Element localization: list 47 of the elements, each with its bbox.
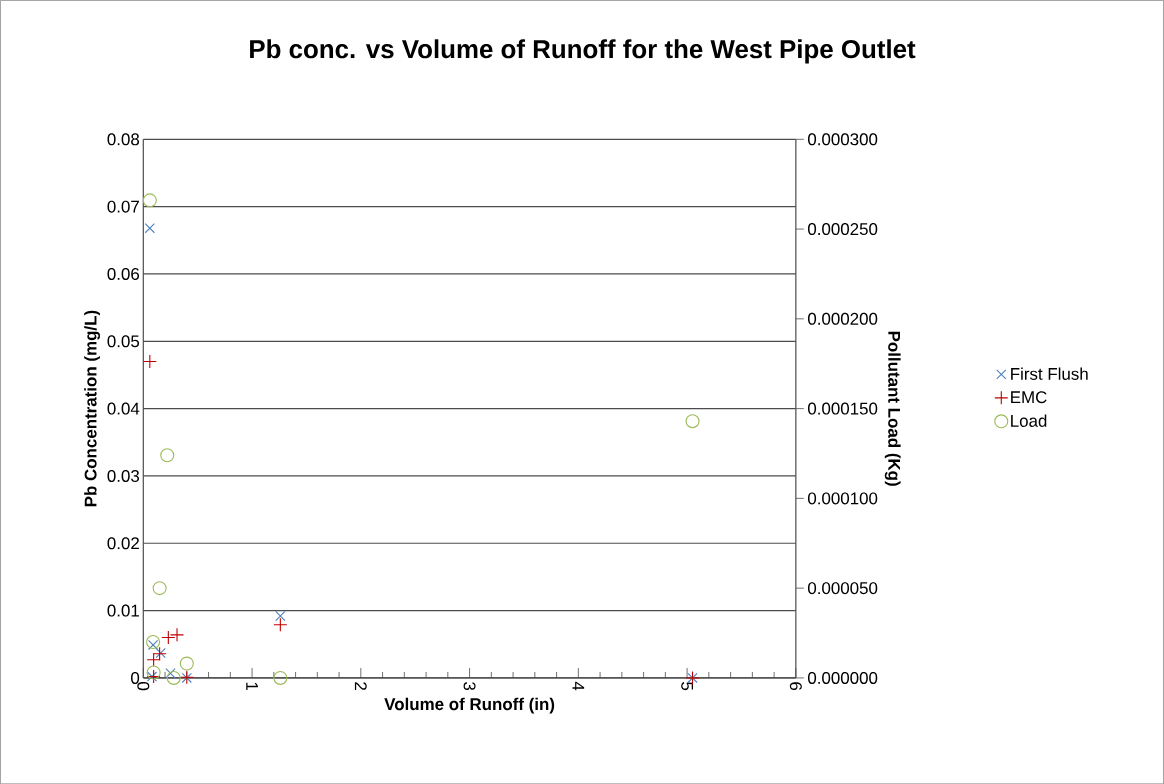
y-tick-label: 0.06 [107,267,140,280]
x-tick-label: 0 [137,681,150,691]
y-tick-label: 0.07 [107,200,139,213]
y2-tick-label: 0.000100 [807,492,878,505]
y-tick-label: 0.04 [107,402,140,415]
y2-tick-label: 0.000200 [807,312,878,325]
x-tick-label: 5 [681,681,693,691]
y2-tick-label: 0.000050 [807,582,878,595]
point [152,581,167,596]
point [146,634,161,649]
y2-tick-label: 0.000150 [807,402,878,415]
point [166,670,181,685]
y2-axis-title: Pollutant Load (Kg) [884,331,901,486]
legend-label: EMC [1011,391,1047,404]
point [161,630,176,645]
point [179,656,194,671]
point [144,222,155,234]
y-tick-label: 0.03 [107,469,140,482]
point [170,627,185,642]
chart-title: Pb conc. vs Volume of Runoff for the West Pipe Outlet [250,39,916,64]
point [160,448,175,463]
x-tick-label: 6 [789,682,802,690]
y2-tick-label: 0.000300 [807,133,878,146]
point [273,617,288,632]
point [142,354,157,369]
point [273,670,288,685]
legend-label: First Flush [1011,367,1088,380]
x-tick-label: 4 [572,681,585,691]
point [685,414,700,429]
x-tick-label: 1 [246,682,258,690]
point [147,639,159,650]
x-axis-title: Volume of Runoff (in) [384,697,555,714]
point [142,193,157,208]
y-tick-label: 0.05 [107,335,140,348]
y-tick-label: 0.01 [107,604,139,617]
point [146,652,161,667]
point [275,610,286,621]
y-tick-label: 0.08 [107,133,140,146]
y2-tick-label: 0.000000 [807,671,878,684]
point [165,667,176,679]
y-tick-label: 0.02 [107,537,139,550]
legend-label: Load [1011,414,1047,427]
x-tick-label: 3 [463,681,476,690]
y2-tick-label: 0.000250 [807,222,878,235]
point [146,665,161,680]
y-axis-title: Pb Concentration (mg/L) [84,310,101,507]
x-tick-label: 2 [354,682,367,690]
